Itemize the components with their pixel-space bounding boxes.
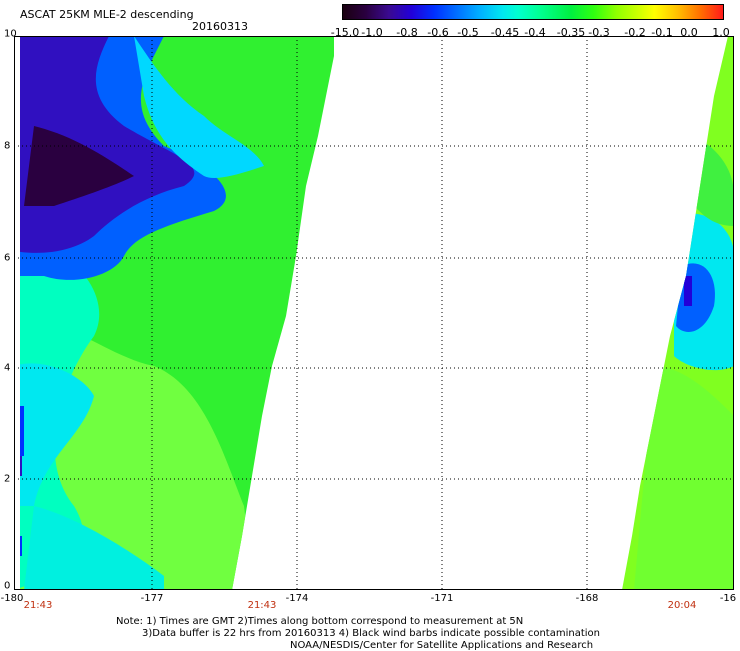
y-tick-label: 6 [4,252,11,264]
x-tick-label: -171 [430,593,454,604]
map-date: 20160313 [192,20,248,33]
y-tick-label: 0 [4,580,11,592]
color-scale-label: -15.0 [330,26,360,39]
color-scale-label: -1.0 [361,26,383,39]
x-tick-label: -16 [719,593,737,604]
x-tick-label: -177 [140,593,164,604]
color-scale-label: -0.35 [556,26,586,39]
footer-credit: NOAA/NESDIS/Center for Satellite Applica… [290,640,594,651]
plot-frame [14,36,734,590]
pass-time-label: 20:04 [667,600,697,611]
color-scale-label: -0.3 [588,26,610,39]
y-tick-label: 8 [4,140,11,152]
x-tick-label: -180 [0,593,24,604]
y-tick-label: 4 [4,362,11,374]
color-scale-label: -0.2 [624,26,646,39]
swath-map[interactable] [14,36,734,590]
color-scale-label: -0.5 [457,26,479,39]
color-scale-label: 1.0 [712,26,730,39]
grid-lines [14,36,734,590]
color-scale-label: -0.45 [490,26,520,39]
y-tick-label: 2 [4,473,11,485]
pass-time-label: 21:43 [23,600,53,611]
color-scale-label: -0.8 [396,26,418,39]
footer-note-line2: 3)Data buffer is 22 hrs from 20160313 4)… [142,628,600,639]
color-scale-label: -0.1 [651,26,673,39]
left-swath [20,36,334,590]
x-tick-label: -174 [285,593,309,604]
map-title: ASCAT 25KM MLE-2 descending [20,8,194,21]
footer-note-line1: Note: 1) Times are GMT 2)Times along bot… [116,616,524,627]
color-scale-label: -0.6 [427,26,449,39]
pass-time-label: 21:43 [247,600,277,611]
x-tick-label: -168 [575,593,599,604]
y-tick-label: 10 [4,28,17,40]
color-scale-label: 0.0 [680,26,698,39]
color-scale-label: -0.4 [524,26,546,39]
color-scale-bar [342,4,724,20]
right-swath [622,36,734,590]
